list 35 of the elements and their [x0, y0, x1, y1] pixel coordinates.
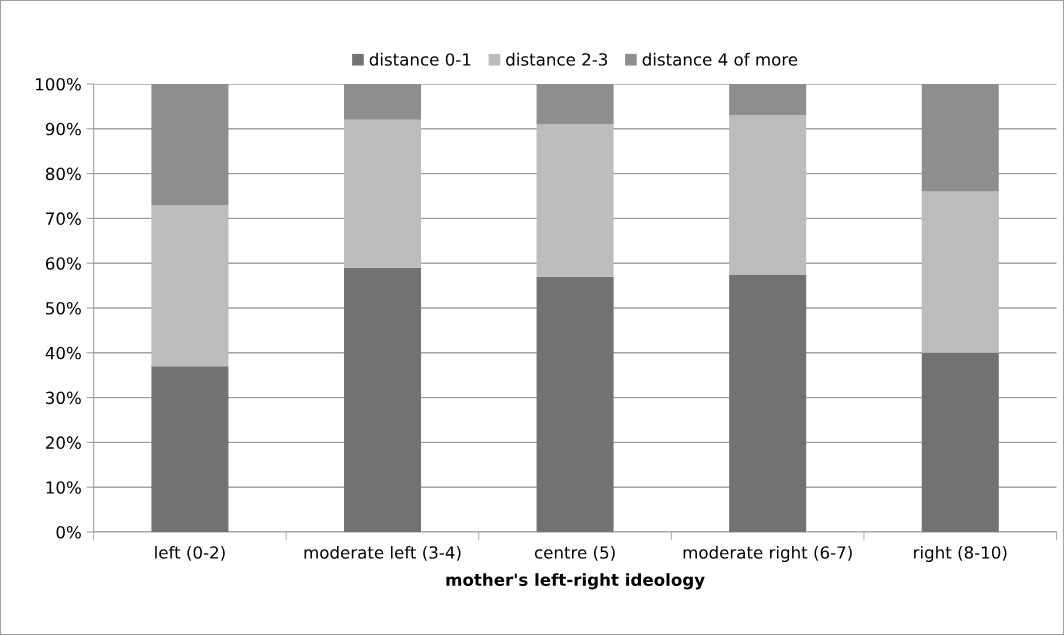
x-tick-label: moderate right (6-7)	[683, 545, 852, 563]
y-tick-label: 0%	[56, 525, 81, 539]
y-tick-label: 70%	[46, 212, 81, 225]
y-tick-label: 40%	[45, 346, 81, 360]
bar	[536, 84, 614, 125]
bar	[151, 366, 229, 532]
bar	[921, 84, 999, 192]
y-tick-label: 20%	[46, 436, 81, 449]
y-tick-label: 80%	[45, 167, 81, 181]
x-tick-label: right (8-10)	[914, 545, 1007, 563]
x-axis-title: mother's left-right ideology	[446, 573, 705, 590]
bar	[921, 191, 999, 353]
bar	[151, 204, 229, 367]
bar	[729, 84, 807, 116]
bar	[921, 352, 999, 532]
y-tick-label: 30%	[46, 391, 81, 405]
bar	[343, 119, 422, 268]
legend-label: distance 2-3	[506, 52, 608, 66]
y-tick-label: 100%	[36, 77, 81, 91]
bar	[729, 115, 807, 275]
bar	[729, 274, 807, 532]
x-tick-label: moderate left (3-4)	[304, 545, 461, 561]
legend-label: distance 0-1	[369, 52, 471, 66]
legend-label: distance 4 of more	[642, 52, 798, 66]
y-tick-label: 90%	[45, 122, 81, 136]
x-tick-label: centre (5)	[534, 545, 615, 561]
bar	[151, 84, 229, 205]
y-tick-label: 60%	[45, 257, 81, 270]
bar	[343, 84, 422, 120]
x-tick-label: left (0-2)	[155, 545, 225, 561]
bar	[536, 124, 614, 277]
bar	[536, 276, 614, 532]
y-tick-label: 10%	[46, 481, 81, 494]
y-tick-label: 50%	[46, 301, 81, 315]
bar	[343, 267, 422, 532]
